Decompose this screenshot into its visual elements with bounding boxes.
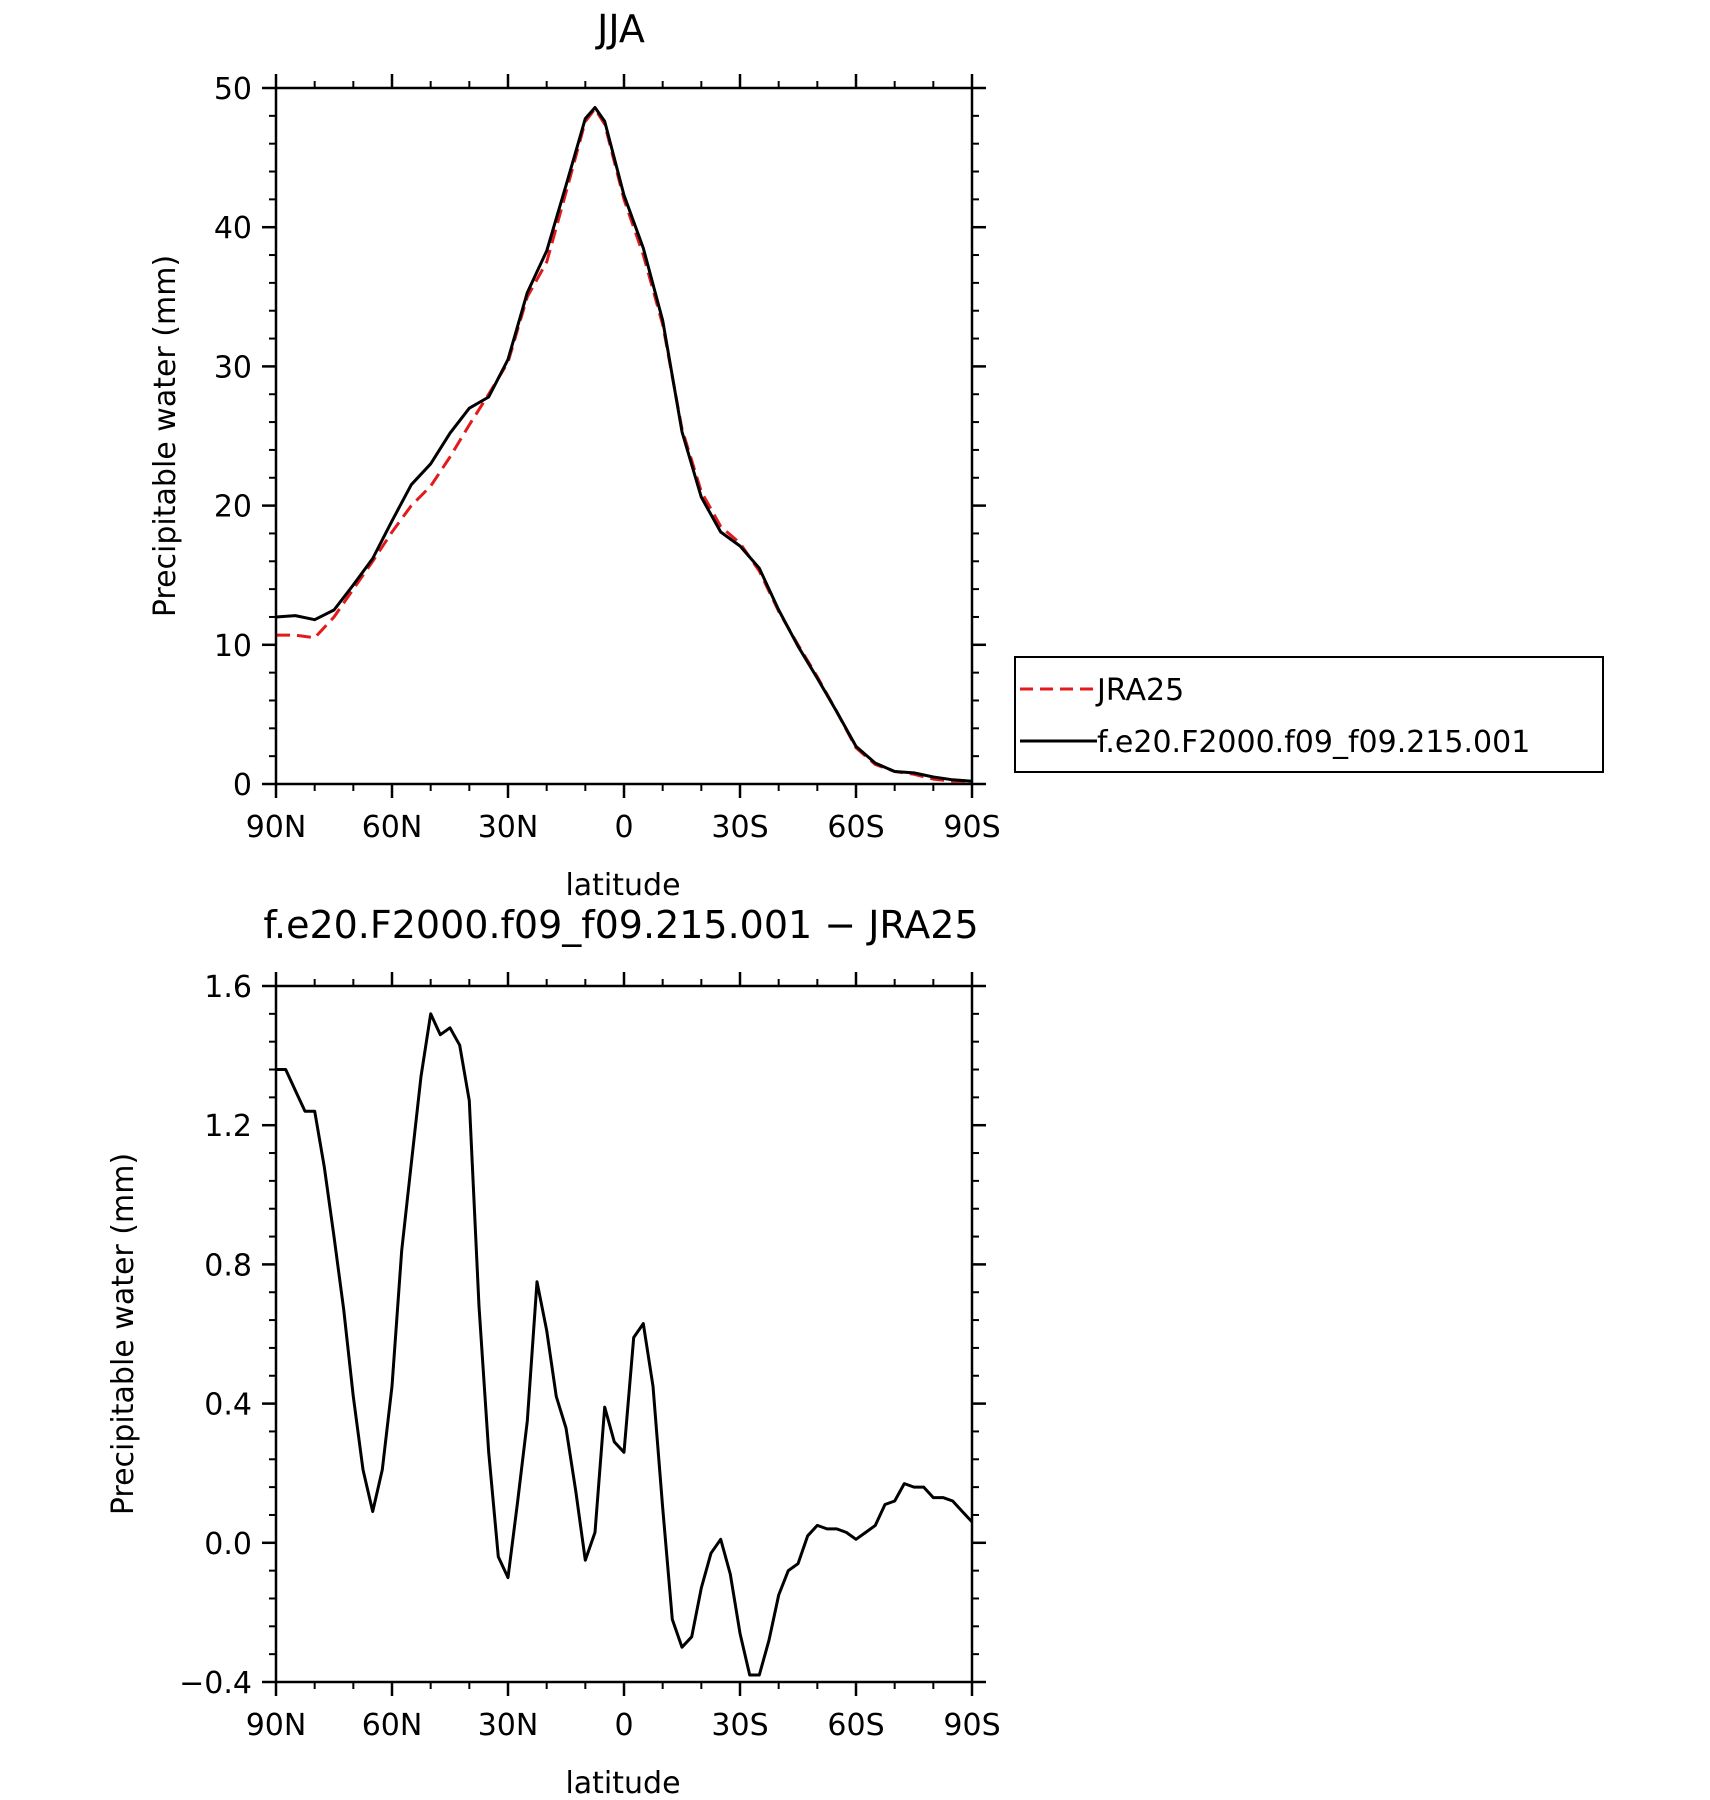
legend-label-jra25: JRA25 [1095, 673, 1184, 708]
x-tick-label: 90N [246, 810, 307, 845]
x-tick-label: 60N [362, 1708, 423, 1743]
x-tick-label: 30N [478, 810, 539, 845]
legend: JRA25 f.e20.F2000.f09_f09.215.001 [1014, 656, 1604, 773]
y-tick-label: 1.6 [204, 970, 252, 1005]
panel-bottom-y-tick-labels: −0.4 0.0 0.4 0.8 1.2 1.6 [179, 970, 252, 1701]
series-line-1 [275, 106, 973, 783]
panel-top-frame [274, 86, 974, 786]
x-tick-label: 60N [362, 810, 423, 845]
y-tick-label: 0.0 [204, 1527, 252, 1562]
y-tick-label: 0 [233, 768, 252, 803]
panel-bottom-y-axis-label: Precipitable water (mm) [106, 1153, 141, 1515]
panel-top-y-axis-label: Precipitable water (mm) [148, 255, 183, 617]
panel-bottom-ticks [262, 972, 986, 1696]
legend-label-model: f.e20.F2000.f09_f09.215.001 [1097, 725, 1530, 760]
legend-box [1014, 656, 1604, 773]
x-tick-label: 0 [614, 810, 633, 845]
panel-bottom-frame [274, 984, 974, 1684]
x-tick-label: 60S [827, 1708, 884, 1743]
x-tick-label: 90N [246, 1708, 307, 1743]
panel-top-title: JJA [595, 7, 645, 51]
panel-bottom-series [276, 1012, 974, 1677]
x-tick-label: 90S [943, 1708, 1000, 1743]
y-tick-label: 50 [214, 72, 252, 107]
y-tick-label: −0.4 [179, 1666, 252, 1701]
panel-bottom-title: f.e20.F2000.f09_f09.215.001 − JRA25 [263, 903, 978, 947]
y-tick-label: 20 [214, 490, 252, 525]
panel-top-ticks [262, 74, 986, 798]
x-tick-label: 90S [943, 810, 1000, 845]
x-tick-label: 60S [827, 810, 884, 845]
x-tick-label: 30S [711, 810, 768, 845]
panel-top-x-axis-label: latitude [565, 868, 680, 903]
x-tick-label: 30S [711, 1708, 768, 1743]
panel-top-y-tick-labels: 0 10 20 30 40 50 [214, 72, 252, 803]
y-tick-label: 40 [214, 211, 252, 246]
y-tick-label: 10 [214, 629, 252, 664]
y-tick-label: 0.4 [204, 1388, 252, 1423]
x-tick-label: 0 [614, 1708, 633, 1743]
series-line-0 [276, 107, 972, 783]
y-tick-label: 0.8 [204, 1248, 252, 1283]
panel-top: JJA 90N 60N 30N 0 30S 60S 90S 0 10 20 30 40 50 lati… [148, 7, 1604, 903]
series-line-0 [276, 1012, 974, 1677]
panel-bottom-x-axis-label: latitude [565, 1766, 680, 1800]
panel-top-x-tick-labels: 90N 60N 30N 0 30S 60S 90S [246, 810, 1001, 845]
panel-bottom: f.e20.F2000.f09_f09.215.001 − JRA25 90N 6… [106, 903, 1001, 1800]
panel-top-series [275, 106, 973, 783]
x-tick-label: 30N [478, 1708, 539, 1743]
y-tick-label: 1.2 [204, 1109, 252, 1144]
y-tick-label: 30 [214, 350, 252, 385]
panel-bottom-x-tick-labels: 90N 60N 30N 0 30S 60S 90S [246, 1708, 1001, 1743]
